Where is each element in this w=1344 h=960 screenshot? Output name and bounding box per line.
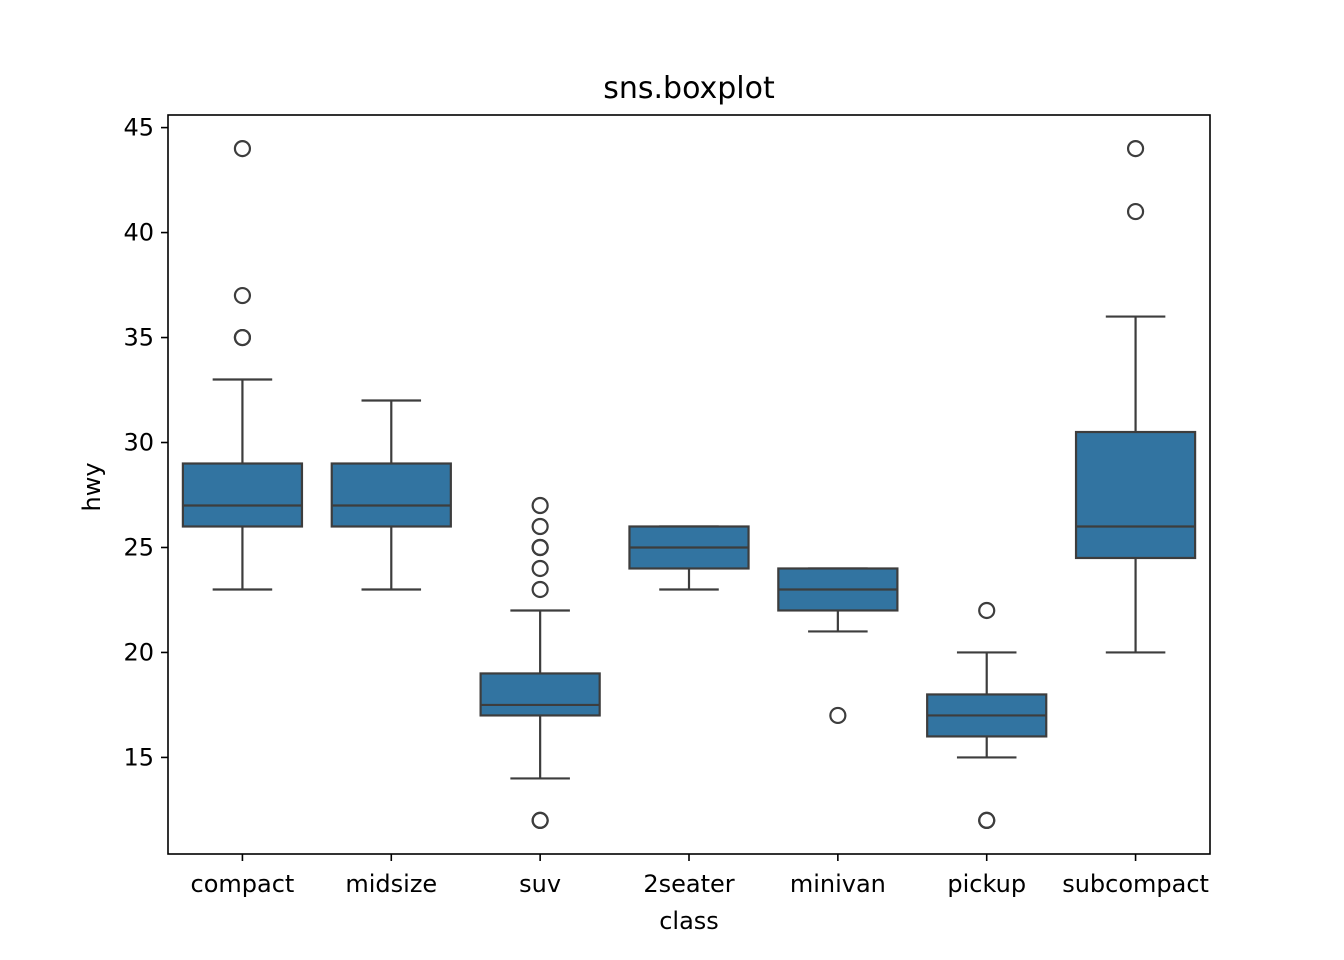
box-group-pickup	[926, 601, 1048, 830]
outlier-point	[978, 601, 996, 620]
box	[330, 462, 452, 528]
outlier-point	[1126, 202, 1145, 221]
x-tick-label: compact	[191, 870, 295, 898]
y-tick-label: 45	[123, 114, 154, 142]
x-tick-label: suv	[519, 870, 561, 898]
box	[1074, 430, 1197, 560]
x-axis-ticks: compact midsize suv 2seater minivan pickup sub…	[191, 854, 1209, 898]
outlier-point	[531, 538, 549, 557]
x-tick-label: pickup	[947, 870, 1026, 898]
x-axis-label: class	[659, 907, 719, 935]
x-tick-label: midsize	[345, 870, 437, 898]
y-tick-label: 35	[123, 324, 154, 352]
box-group-suv	[479, 496, 601, 830]
y-tick-label: 15	[123, 743, 154, 771]
plot-frame	[167, 114, 1211, 855]
x-tick-label: minivan	[790, 870, 886, 898]
box-group-subcompact	[1074, 139, 1197, 654]
y-tick-label: 25	[123, 533, 154, 561]
x-tick-label: 2seater	[643, 870, 734, 898]
outlier-point	[233, 139, 252, 158]
outlier-point	[531, 517, 549, 536]
box	[479, 672, 601, 717]
y-axis-ticks: 15 20 25 30 35 40 45	[123, 114, 168, 771]
outlier-point	[233, 328, 252, 347]
outlier-point	[531, 496, 549, 515]
box-group-compact	[181, 139, 304, 591]
box-group-midsize	[330, 399, 452, 591]
outlier-point	[1126, 139, 1145, 158]
box-group-2seater	[628, 525, 750, 591]
outlier-point	[531, 559, 549, 578]
y-tick-label: 40	[123, 219, 154, 247]
outlier-point	[531, 811, 549, 830]
outlier-point	[233, 286, 252, 305]
outlier-point	[829, 706, 847, 725]
box-group-minivan	[777, 567, 899, 725]
box	[181, 462, 304, 528]
y-tick-label: 30	[123, 429, 154, 457]
x-tick-label: subcompact	[1062, 870, 1209, 898]
chart-title: sns.boxplot	[603, 71, 775, 106]
outlier-point	[978, 811, 996, 830]
y-axis-label: hwy	[78, 462, 106, 511]
plot-marks	[181, 139, 1197, 830]
outlier-point	[531, 580, 549, 599]
y-tick-label: 20	[123, 638, 154, 666]
